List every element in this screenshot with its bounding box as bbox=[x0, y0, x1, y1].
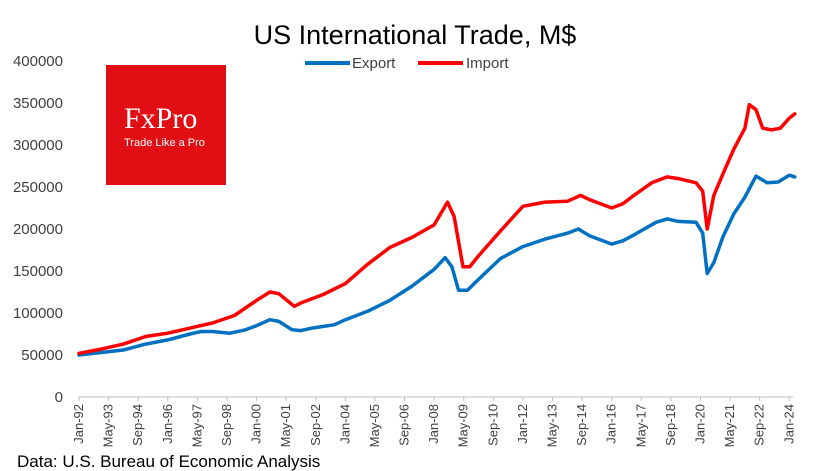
x-tick-label: May-13 bbox=[545, 404, 560, 447]
y-tick-label: 350000 bbox=[13, 95, 63, 112]
x-tick-label: May-05 bbox=[367, 404, 382, 447]
x-axis: Jan-92 May-93 Sep-94 Jan-96 May-97 Sep-98 Jan-… bbox=[71, 397, 796, 447]
x-tick-label: Sep-14 bbox=[574, 404, 589, 446]
x-tick-label: Jan-08 bbox=[426, 404, 441, 444]
y-tick-label: 0 bbox=[55, 389, 63, 406]
logo-background bbox=[106, 65, 226, 185]
y-tick-label: 100000 bbox=[13, 305, 63, 322]
x-tick-label: Sep-98 bbox=[219, 404, 234, 446]
series-line-export bbox=[77, 173, 797, 357]
x-tick-label: Sep-22 bbox=[752, 404, 767, 446]
x-tick-label: May-93 bbox=[101, 404, 116, 447]
y-tick-label: 400000 bbox=[13, 53, 63, 70]
logo-brand-text: FxPro bbox=[124, 102, 197, 135]
x-tick-label: Jan-04 bbox=[337, 404, 352, 444]
y-tick-label: 200000 bbox=[13, 221, 63, 238]
y-tick-label: 150000 bbox=[13, 263, 63, 280]
legend: Export Import bbox=[305, 55, 509, 72]
x-tick-label: Sep-94 bbox=[130, 404, 145, 446]
source-note: Data: U.S. Bureau of Economic Analysis bbox=[17, 452, 320, 471]
series-lines bbox=[77, 102, 797, 357]
x-tick-label: May-21 bbox=[722, 404, 737, 447]
x-tick-label: Jan-16 bbox=[604, 404, 619, 444]
y-axis: 0 50000 100000 150000 200000 250000 300000 3500… bbox=[13, 53, 63, 406]
chart-title: US International Trade, M$ bbox=[254, 20, 577, 50]
x-tick-label: Jan-96 bbox=[160, 404, 175, 444]
x-tick-label: Jan-92 bbox=[71, 404, 86, 444]
y-tick-label: 250000 bbox=[13, 179, 63, 196]
y-tick-label: 300000 bbox=[13, 137, 63, 154]
x-tick-label: Sep-02 bbox=[308, 404, 323, 446]
x-tick-label: May-17 bbox=[633, 404, 648, 447]
x-tick-label: May-97 bbox=[189, 404, 204, 447]
logo-tagline-text: Trade Like a Pro bbox=[124, 137, 205, 149]
series-line-import bbox=[77, 102, 797, 356]
x-tick-label: Jan-20 bbox=[693, 404, 708, 444]
x-tick-label: May-01 bbox=[278, 404, 293, 447]
fxpro-logo: FxPro Trade Like a Pro bbox=[106, 65, 226, 185]
x-tick-label: Sep-06 bbox=[397, 404, 412, 446]
x-tick-label: Jan-12 bbox=[515, 404, 530, 444]
x-tick-label: May-09 bbox=[456, 404, 471, 447]
y-tick-label: 50000 bbox=[21, 347, 63, 364]
legend-import-label: Import bbox=[466, 55, 509, 72]
legend-export-label: Export bbox=[352, 55, 396, 72]
x-tick-label: Jan-24 bbox=[781, 404, 796, 444]
x-tick-label: Jan-00 bbox=[249, 404, 264, 444]
x-tick-label: Sep-10 bbox=[485, 404, 500, 446]
x-tick-label: Sep-18 bbox=[663, 404, 678, 446]
